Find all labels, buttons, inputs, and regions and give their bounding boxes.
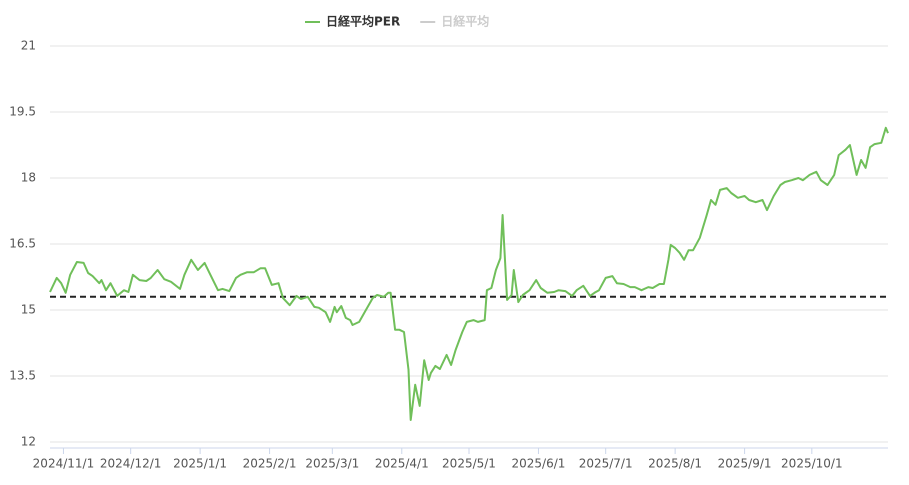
x-tick-label: 2024/11/1 [33, 457, 95, 471]
x-tick-label: 2025/7/1 [579, 457, 633, 471]
x-tick-label: 2025/3/1 [305, 457, 359, 471]
x-tick-label: 2025/5/1 [442, 457, 496, 471]
y-tick-label: 12 [21, 435, 36, 449]
y-tick-label: 19.5 [9, 105, 36, 119]
legend-item[interactable]: 日経平均PER [305, 14, 400, 29]
legend-label: 日経平均 [441, 14, 489, 29]
series-line [49, 126, 889, 421]
y-tick-label: 13.5 [9, 369, 36, 383]
legend-label: 日経平均PER [326, 14, 400, 29]
y-tick-label: 15 [21, 303, 36, 317]
x-tick-label: 2025/2/1 [243, 457, 297, 471]
y-tick-label: 18 [21, 171, 36, 185]
legend: 日経平均PER 日経平均 [305, 14, 489, 29]
x-tick-label: 2025/9/1 [718, 457, 772, 471]
x-tick-label: 2024/12/1 [100, 457, 162, 471]
y-tick-label: 16.5 [9, 237, 36, 251]
x-tick-label: 2025/8/1 [648, 457, 702, 471]
y-tick-label: 21 [21, 39, 36, 53]
x-tick-label: 2025/1/1 [173, 457, 227, 471]
x-tick-label: 2025/10/1 [781, 457, 843, 471]
legend-item[interactable]: 日経平均 [420, 14, 489, 29]
x-tick-label: 2025/4/1 [375, 457, 429, 471]
x-tick-label: 2025/6/1 [512, 457, 566, 471]
